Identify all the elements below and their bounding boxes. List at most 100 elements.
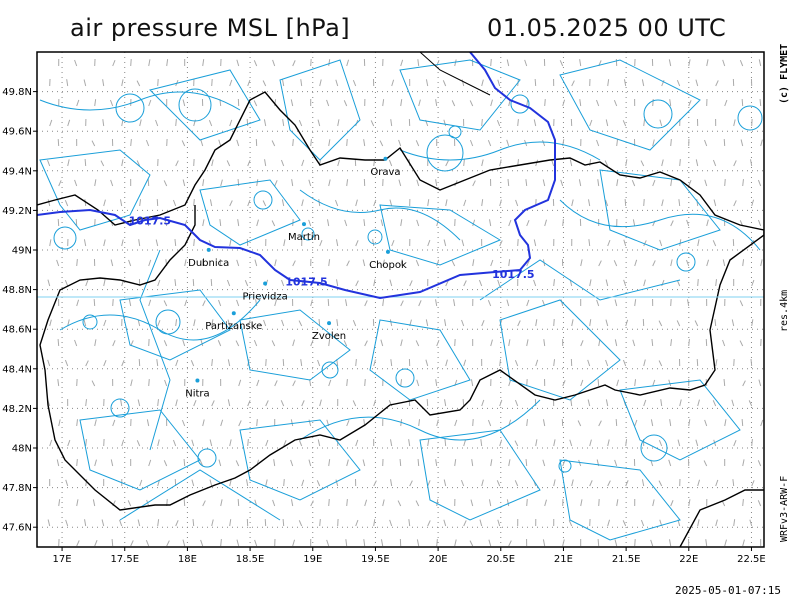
- wind-barb: [470, 499, 474, 507]
- wind-barb: [76, 99, 80, 107]
- wind-barb: [121, 439, 125, 447]
- wind-barb: [85, 360, 89, 367]
- wind-barb: [308, 419, 312, 427]
- wind-barb: [526, 499, 528, 507]
- wind-barb: [715, 479, 719, 487]
- wind-barb: [91, 140, 96, 147]
- wind-barb: [47, 279, 51, 287]
- wind-barb: [346, 419, 350, 427]
- lon-tick-label: 21E: [554, 554, 573, 565]
- wind-barb: [273, 459, 276, 467]
- wind-barb: [355, 359, 357, 367]
- wind-barb: [508, 259, 511, 267]
- wind-barb: [651, 339, 654, 347]
- wind-barb: [499, 159, 502, 167]
- wind-barb: [175, 160, 179, 167]
- wind-barb: [253, 100, 258, 107]
- wind-barb: [64, 200, 69, 207]
- wind-barb: [174, 239, 177, 247]
- wind-barb: [533, 119, 537, 127]
- wind-barb: [443, 519, 447, 527]
- wind-barb: [553, 479, 556, 487]
- wind-barb: [679, 399, 682, 407]
- wind-barb: [416, 179, 420, 187]
- wind-barb: [174, 279, 177, 287]
- wind-barb: [67, 319, 70, 327]
- wind-barb: [317, 359, 321, 367]
- wind-barb: [47, 359, 51, 367]
- wind-barb: [101, 519, 105, 527]
- wind-barb: [163, 300, 168, 307]
- city-markers: Orava Martin Dubnica Chopok Prievidza Partiza…: [185, 156, 407, 400]
- wind-barb: [525, 459, 528, 467]
- wind-barb: [757, 460, 762, 467]
- wind-barb: [343, 100, 348, 107]
- wind-barb: [58, 180, 62, 187]
- wind-barb: [190, 360, 195, 367]
- wind-barb: [659, 239, 663, 247]
- wind-barb: [568, 520, 573, 527]
- wind-barb: [614, 459, 618, 467]
- wind-barb: [136, 80, 141, 87]
- wind-barb: [542, 139, 546, 147]
- wind-barb: [272, 59, 276, 67]
- wind-barb: [292, 380, 296, 387]
- wind-barb: [409, 280, 413, 287]
- wind-barb: [164, 219, 168, 227]
- wind-barb: [435, 99, 438, 107]
- wind-barb: [57, 379, 60, 387]
- wind-barb: [463, 280, 467, 287]
- wind-barb: [391, 79, 395, 87]
- wind-barb: [58, 419, 61, 427]
- wind-barb: [463, 199, 467, 207]
- northern-border: [419, 52, 491, 96]
- wind-barb: [760, 419, 764, 427]
- lake-outlines: [53, 88, 763, 473]
- wind-barb: [535, 359, 539, 367]
- wind-barb: [382, 499, 385, 507]
- wind-barb: [391, 239, 395, 247]
- wind-barb: [380, 539, 384, 547]
- wind-barb: [677, 439, 681, 447]
- wind-barb: [723, 379, 726, 387]
- wind-barb: [706, 259, 710, 267]
- wind-barb: [454, 539, 457, 547]
- wind-barb: [460, 479, 465, 487]
- wind-barb: [220, 539, 222, 547]
- lat-tick-label: 48.6N: [2, 325, 32, 336]
- wind-barb: [218, 139, 222, 147]
- wind-barb: [625, 480, 629, 487]
- wind-barb: [352, 79, 357, 87]
- city-label: Martin: [288, 232, 320, 243]
- wind-barb: [145, 139, 150, 147]
- wind-barb: [704, 179, 708, 187]
- wind-barb: [310, 500, 314, 507]
- wind-barb: [316, 480, 321, 487]
- wind-barb: [622, 120, 627, 127]
- wind-barb: [138, 239, 141, 247]
- wind-barb: [697, 519, 700, 527]
- map-background: [37, 52, 764, 547]
- wind-barb: [632, 219, 636, 227]
- wind-barb: [175, 359, 179, 367]
- wind-barb: [292, 539, 296, 547]
- wind-barb: [444, 399, 447, 407]
- wind-barb: [605, 399, 609, 407]
- wind-barb: [425, 79, 429, 87]
- wind-barb: [246, 119, 249, 127]
- wind-barb: [616, 139, 619, 147]
- wind-barb: [292, 139, 294, 147]
- wind-barb: [560, 299, 564, 307]
- wind-barb: [444, 319, 447, 327]
- wind-barb: [355, 519, 359, 527]
- wind-barb: [588, 239, 591, 247]
- wind-barb: [130, 139, 132, 147]
- wind-barb: [676, 79, 681, 87]
- wind-barb: [669, 419, 672, 427]
- wind-barb: [121, 239, 124, 247]
- wind-barb: [136, 160, 141, 167]
- lat-tick-label: 47.8N: [2, 483, 32, 494]
- wind-barb: [453, 299, 456, 307]
- wind-barb: [697, 399, 700, 407]
- wind-barb: [544, 99, 546, 107]
